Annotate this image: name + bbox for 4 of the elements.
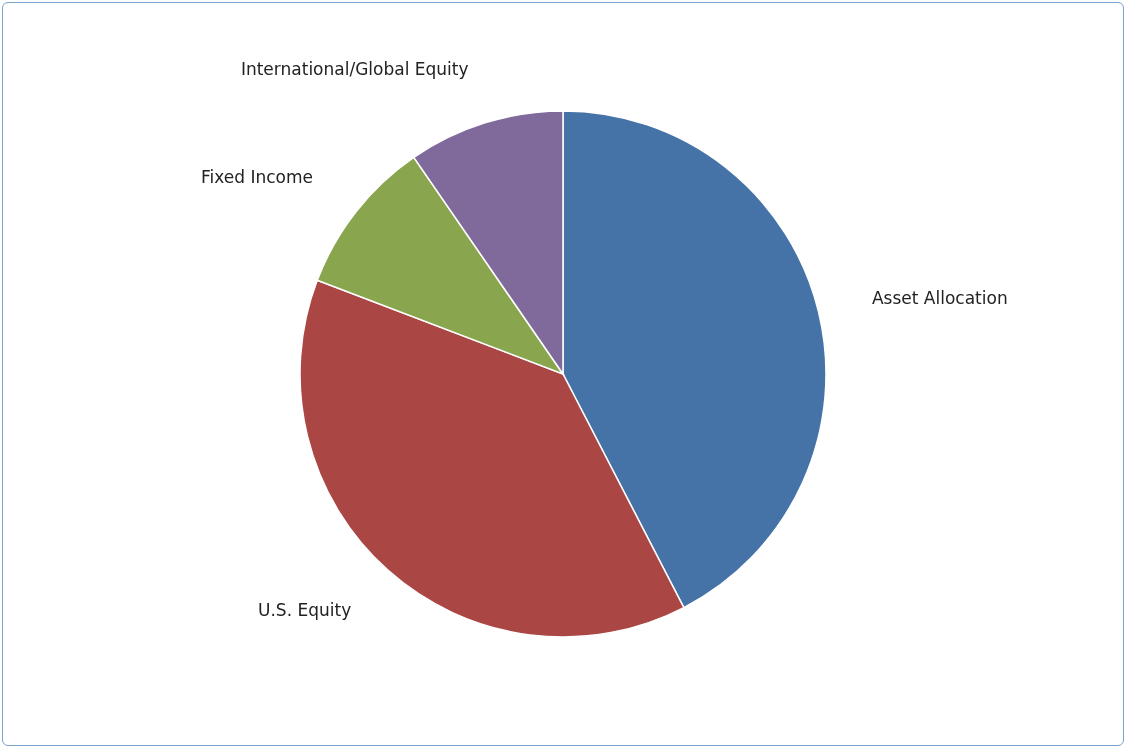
slice-label: Asset Allocation	[871, 287, 1008, 308]
slice-label: U.S. Equity	[258, 600, 352, 621]
slice-label: International/Global Equity	[240, 59, 469, 80]
slice-label: Fixed Income	[200, 166, 313, 187]
